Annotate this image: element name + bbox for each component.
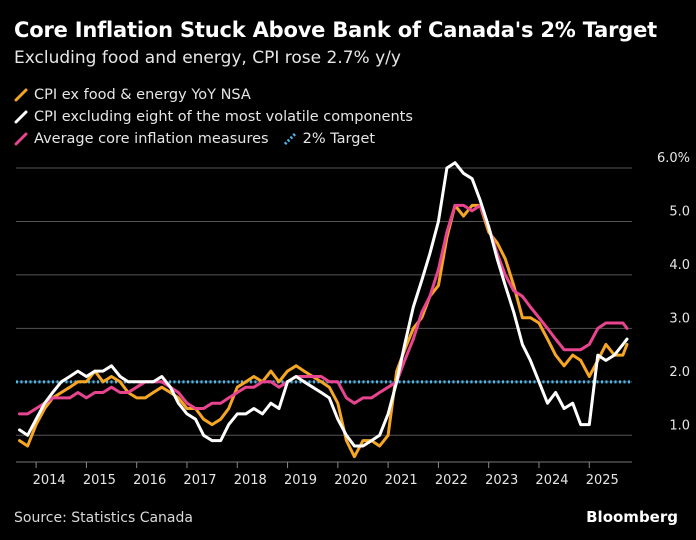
grid-lines bbox=[16, 167, 632, 463]
legend-item-average-core: Average core inflation measures bbox=[14, 131, 269, 147]
legend-swatch-white-icon bbox=[14, 110, 28, 124]
x-tick-label: 2014 bbox=[33, 473, 66, 488]
chart-subtitle: Excluding food and energy, CPI rose 2.7%… bbox=[14, 48, 401, 68]
legend-label: Average core inflation measures bbox=[34, 131, 269, 147]
x-axis-ticks bbox=[35, 462, 590, 468]
legend-label: CPI ex food & energy YoY NSA bbox=[34, 87, 251, 103]
brand-logo: Bloomberg bbox=[586, 508, 678, 526]
y-tick-label: 1.0 bbox=[669, 418, 690, 433]
legend-label: 2% Target bbox=[302, 131, 376, 147]
x-tick-label: 2018 bbox=[234, 473, 267, 488]
y-tick-label: 6.0% bbox=[657, 151, 690, 166]
y-tick-label: 3.0 bbox=[669, 311, 690, 326]
chart-title: Core Inflation Stuck Above Bank of Canad… bbox=[14, 18, 657, 42]
x-tick-label: 2025 bbox=[586, 473, 619, 488]
x-tick-label: 2015 bbox=[83, 473, 116, 488]
series-line-cpi-ex-eight bbox=[18, 161, 629, 448]
y-tick-label: 2.0 bbox=[669, 365, 690, 380]
y-tick-label: 5.0 bbox=[669, 204, 690, 219]
x-tick-label: 2024 bbox=[535, 473, 568, 488]
series-line-cpi-ex-food-energy bbox=[18, 203, 629, 459]
series-line-average-core bbox=[18, 203, 629, 416]
series-lines bbox=[16, 161, 632, 459]
x-tick-label: 2022 bbox=[435, 473, 468, 488]
legend-item-cpi-ex-food-energy: CPI ex food & energy YoY NSA bbox=[14, 87, 251, 103]
x-tick-label: 2023 bbox=[485, 473, 518, 488]
y-tick-label: 4.0 bbox=[669, 258, 690, 273]
x-tick-label: 2017 bbox=[183, 473, 216, 488]
legend-item-cpi-ex-eight: CPI excluding eight of the most volatile… bbox=[14, 109, 413, 125]
legend-swatch-orange-icon bbox=[14, 88, 28, 102]
source-note: Source: Statistics Canada bbox=[14, 510, 193, 526]
legend-swatch-pink-icon bbox=[14, 132, 28, 146]
x-tick-label: 2020 bbox=[334, 473, 367, 488]
legend: CPI ex food & energy YoY NSA CPI excludi… bbox=[14, 84, 427, 150]
legend-label: CPI excluding eight of the most volatile… bbox=[34, 109, 413, 125]
x-tick-label: 2021 bbox=[385, 473, 418, 488]
x-axis-labels: 2014 2015 2016 2017 2018 2019 2020 2021 2022 2023… bbox=[33, 473, 619, 488]
x-tick-label: 2016 bbox=[133, 473, 166, 488]
x-tick-label: 2019 bbox=[284, 473, 317, 488]
y-axis-labels: 1.0 2.0 3.0 4.0 5.0 6.0% bbox=[657, 151, 690, 433]
legend-item-target: 2% Target bbox=[283, 131, 375, 147]
